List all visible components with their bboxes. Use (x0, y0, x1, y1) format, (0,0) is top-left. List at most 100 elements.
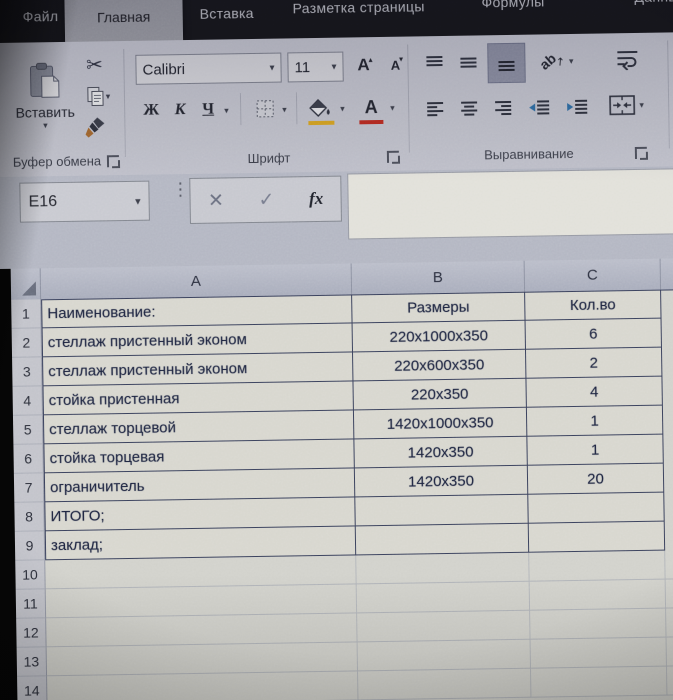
row-header[interactable]: 6 (13, 444, 44, 474)
font-color-button[interactable]: А (356, 91, 386, 125)
cell-a14[interactable] (47, 671, 359, 700)
row-header[interactable]: 11 (15, 589, 47, 619)
row-header[interactable]: 4 (12, 386, 43, 416)
merge-center-button[interactable]: ▾ (606, 89, 646, 122)
row-header[interactable]: 1 (11, 299, 42, 329)
align-bottom-button[interactable] (487, 42, 526, 84)
cell-d1[interactable] (661, 289, 673, 319)
font-size-combobox[interactable]: 11 ▾ (287, 51, 344, 83)
cell-c12[interactable] (530, 608, 667, 640)
align-top-button[interactable] (419, 48, 449, 78)
cell-d11[interactable] (665, 579, 673, 609)
row-header[interactable]: 2 (11, 328, 43, 358)
cell-c1[interactable]: Кол.во (525, 289, 662, 321)
cell-b12[interactable] (357, 610, 531, 643)
font-dialog-launcher-icon[interactable] (386, 150, 401, 164)
italic-button[interactable]: К (174, 101, 186, 119)
tab-insert[interactable]: Вставка (199, 4, 254, 22)
select-all-button[interactable] (10, 268, 42, 300)
enter-check-icon[interactable]: ✓ (258, 189, 275, 211)
borders-button[interactable] (250, 95, 280, 123)
tab-file[interactable]: Файл (22, 8, 59, 25)
cell-c13[interactable] (530, 637, 667, 669)
cell-b11[interactable] (356, 581, 531, 614)
column-header-d[interactable] (661, 258, 673, 289)
cell-c5[interactable]: 1 (526, 405, 664, 437)
underline-button[interactable]: Ч (202, 100, 215, 118)
cell-d4[interactable] (662, 376, 673, 406)
column-header-b[interactable]: B (351, 260, 526, 295)
cell-d14[interactable] (666, 666, 673, 696)
insert-function-icon[interactable]: fx (308, 188, 324, 209)
cell-b2[interactable]: 220x1000x350 (352, 320, 526, 353)
cancel-icon[interactable]: ✕ (207, 189, 225, 212)
tab-home[interactable]: Главная (64, 0, 184, 42)
fill-color-button[interactable] (304, 92, 338, 126)
cell-c2[interactable]: 6 (525, 318, 662, 350)
cell-b7[interactable]: 1420x350 (354, 465, 529, 498)
format-painter-button[interactable] (80, 113, 110, 141)
align-center-button[interactable] (454, 93, 484, 123)
formula-bar-grip-icon[interactable]: ⋮ (171, 179, 190, 200)
tab-page-layout[interactable]: Разметка страницы (292, 0, 425, 17)
cell-c9[interactable] (528, 521, 666, 553)
cell-b8[interactable] (355, 494, 529, 527)
cell-d5[interactable] (662, 405, 673, 435)
cell-b13[interactable] (357, 639, 532, 672)
tab-data[interactable]: Данные (634, 0, 673, 5)
cell-b4[interactable]: 220x350 (353, 378, 527, 411)
grow-font-button[interactable]: А ▴ (357, 54, 373, 75)
copy-button[interactable]: ▾ (78, 83, 118, 110)
row-header[interactable]: 12 (16, 618, 47, 648)
cell-b6[interactable]: 1420x350 (354, 436, 528, 469)
cell-d2[interactable] (661, 318, 673, 348)
cell-b5[interactable]: 1420x1000x350 (353, 407, 528, 440)
alignment-dialog-launcher-icon[interactable] (634, 146, 649, 160)
font-name-combobox[interactable]: Calibri ▾ (135, 52, 282, 85)
cell-d13[interactable] (666, 637, 673, 667)
column-header-c[interactable]: C (524, 258, 662, 292)
row-header[interactable]: 8 (14, 502, 45, 532)
increase-indent-button[interactable] (560, 92, 594, 123)
tab-formulas[interactable]: Формулы (481, 0, 545, 11)
cell-c8[interactable] (528, 492, 665, 524)
name-box[interactable]: E16 ▾ (19, 180, 150, 223)
clipboard-dialog-launcher-icon[interactable] (106, 155, 121, 169)
cell-d8[interactable] (664, 492, 673, 522)
cell-b10[interactable] (356, 552, 530, 585)
cell-d9[interactable] (664, 521, 673, 551)
cell-c4[interactable]: 4 (526, 376, 663, 408)
row-header[interactable]: 3 (12, 357, 43, 387)
wrap-text-button[interactable] (609, 43, 645, 76)
cell-d6[interactable] (663, 434, 673, 464)
cell-c11[interactable] (529, 579, 667, 611)
formula-input[interactable] (347, 167, 673, 240)
cell-b14[interactable] (358, 668, 532, 700)
paste-button[interactable]: Вставить ▾ (15, 54, 75, 139)
cell-d10[interactable] (665, 550, 673, 580)
row-header[interactable]: 5 (12, 415, 44, 445)
cell-c3[interactable]: 2 (525, 347, 663, 379)
row-header[interactable]: 9 (14, 531, 46, 561)
row-header[interactable]: 10 (15, 560, 46, 590)
cell-b3[interactable]: 220x600x350 (353, 349, 527, 382)
align-middle-button[interactable] (453, 47, 483, 77)
cell-c10[interactable] (529, 550, 666, 582)
orientation-button[interactable]: ab ↗ ▾ (535, 46, 577, 77)
cell-d7[interactable] (663, 463, 673, 493)
cell-c7[interactable]: 20 (527, 463, 665, 495)
cell-c6[interactable]: 1 (527, 434, 664, 466)
row-header[interactable]: 7 (13, 473, 45, 503)
column-header-a[interactable]: A (40, 263, 353, 300)
cell-d3[interactable] (661, 347, 673, 377)
cell-c14[interactable] (531, 666, 668, 698)
cell-d12[interactable] (666, 608, 673, 638)
row-header[interactable]: 14 (17, 676, 48, 700)
cut-button[interactable]: ✂ (79, 51, 109, 77)
cell-b1[interactable]: Размеры (352, 291, 526, 324)
decrease-indent-button[interactable] (522, 92, 556, 123)
row-header[interactable]: 13 (16, 647, 48, 677)
align-left-button[interactable] (420, 94, 450, 124)
cell-b9[interactable] (355, 523, 530, 556)
bold-button[interactable]: Ж (143, 101, 160, 119)
